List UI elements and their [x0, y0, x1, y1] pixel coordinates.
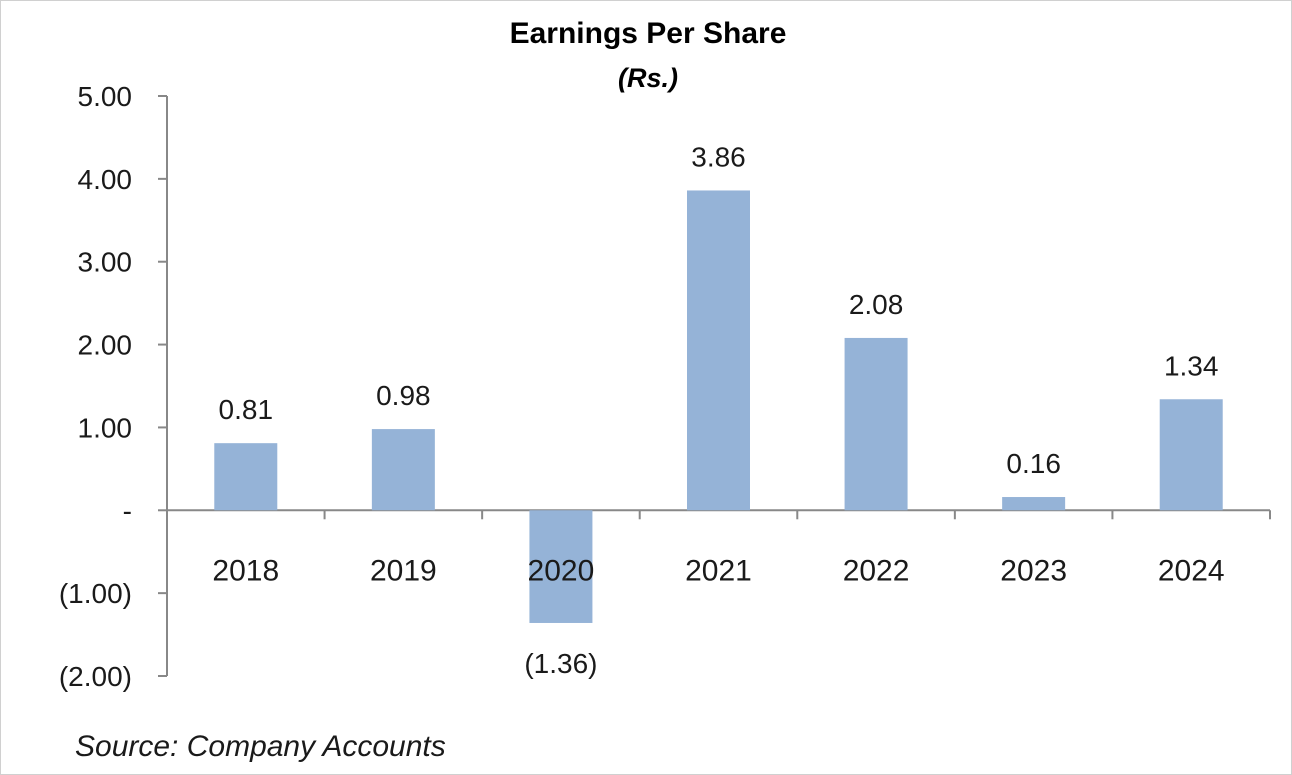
data-label-2021: 3.86	[691, 141, 746, 172]
bar-2024	[1159, 399, 1223, 511]
y-tick-label: 1.00	[78, 412, 133, 443]
data-label-2024: 1.34	[1164, 350, 1219, 381]
y-tick-label: (1.00)	[59, 578, 132, 609]
bar-2020	[529, 510, 593, 623]
x-tick-label-2019: 2019	[370, 554, 437, 587]
x-tick-label-2024: 2024	[1158, 554, 1225, 587]
data-label-2018: 0.81	[219, 394, 274, 425]
data-labels: 0.81 0.98 (1.36) 3.86 2.08 0.16 1.34	[219, 141, 1219, 679]
y-tick-label: 3.00	[78, 247, 133, 278]
y-tick-label: -	[123, 495, 132, 526]
x-tick-label-2021: 2021	[685, 554, 752, 587]
y-tick-label: (2.00)	[59, 661, 132, 692]
bar-2019	[371, 429, 435, 511]
data-label-2019: 0.98	[376, 380, 431, 411]
x-tick-label-2020: 2020	[528, 554, 595, 587]
bar-2022	[844, 337, 908, 511]
y-tick-label: 2.00	[78, 330, 133, 361]
data-label-2023: 0.16	[1006, 448, 1061, 479]
bar-2023	[1002, 497, 1066, 511]
chart-title: Earnings Per Share	[510, 17, 787, 50]
bars	[214, 190, 1223, 623]
chart-subtitle: (Rs.)	[618, 63, 678, 93]
data-label-2020: (1.36)	[524, 648, 597, 679]
y-tick-labels: 5.00 4.00 3.00 2.00 1.00 - (1.00) (2.00)	[59, 81, 132, 692]
x-tick-label-2023: 2023	[1000, 554, 1067, 587]
x-tick-labels: 2018 2019 2020 2021 2022 2023 2024	[212, 554, 1224, 587]
bar-2018	[214, 443, 278, 511]
data-label-2022: 2.08	[849, 289, 904, 320]
x-tick-label-2022: 2022	[843, 554, 910, 587]
y-tick-label: 5.00	[78, 81, 133, 112]
bar-2021	[687, 190, 750, 511]
x-tick-label-2018: 2018	[212, 554, 279, 587]
source-note: Source: Company Accounts	[75, 730, 446, 763]
y-tick-label: 4.00	[78, 164, 133, 195]
